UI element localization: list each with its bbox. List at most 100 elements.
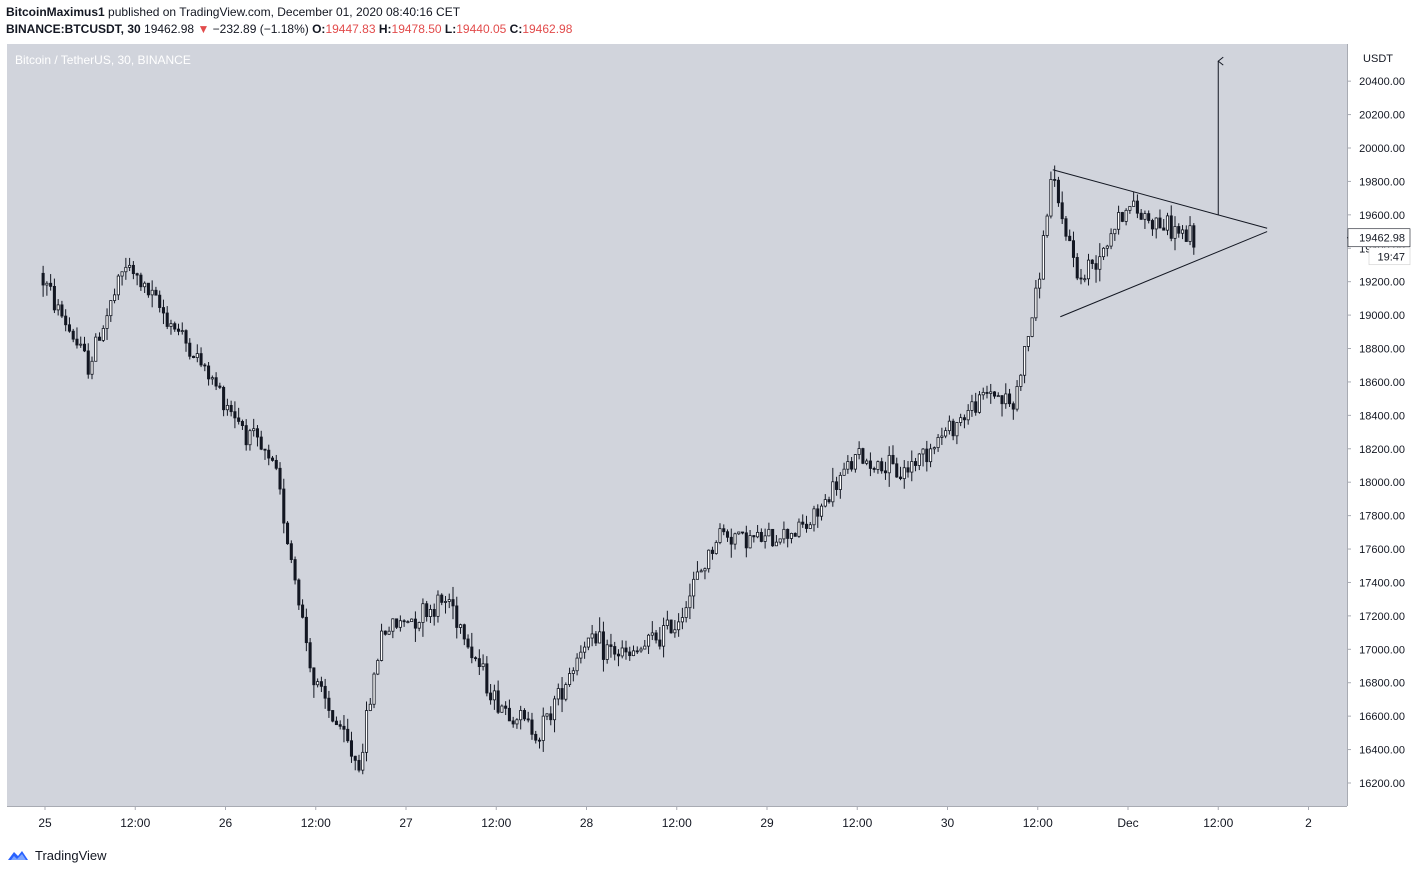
candle-down	[1000, 395, 1004, 405]
candle-up	[782, 528, 786, 540]
candle-up	[556, 688, 560, 700]
candle-down	[850, 461, 854, 470]
candle-up	[500, 705, 504, 713]
candle-up	[79, 343, 83, 346]
candle-down	[628, 651, 632, 657]
candle-down	[1184, 229, 1188, 242]
candle-down	[41, 272, 45, 286]
candle-up	[714, 542, 718, 554]
candle-up	[756, 531, 760, 538]
candle-down	[323, 685, 327, 699]
candle-down	[526, 718, 530, 721]
candle-up	[1004, 393, 1008, 405]
price-tick-label: 17800.00	[1359, 511, 1405, 523]
candle-down	[173, 323, 177, 330]
candle-up	[443, 601, 448, 603]
candle-up	[56, 304, 60, 311]
candle-up	[989, 391, 993, 394]
candle-down	[165, 312, 169, 327]
candle-down	[496, 690, 500, 713]
candle-down	[504, 705, 508, 709]
candle-up	[996, 395, 1000, 398]
price-tick-label: 17600.00	[1359, 544, 1405, 556]
author-name[interactable]: BitcoinMaximus1	[6, 5, 105, 19]
candle-down	[1150, 220, 1154, 230]
candle-down	[297, 579, 301, 606]
candle-up	[372, 673, 376, 705]
candle-down	[455, 605, 459, 628]
candle-up	[887, 454, 891, 474]
candle-down	[131, 264, 135, 275]
price-tick-label: 17000.00	[1359, 644, 1405, 656]
candle-up	[1045, 215, 1049, 236]
candle-down	[327, 697, 331, 711]
candle-down	[1064, 218, 1068, 237]
candle-up	[620, 647, 624, 657]
candle-down	[1135, 200, 1139, 214]
candle-down	[594, 633, 598, 644]
candle-down	[466, 638, 470, 648]
candle-up	[774, 541, 778, 547]
candle-down	[440, 594, 444, 603]
candle-up	[902, 467, 906, 480]
candle-up	[376, 660, 380, 675]
candle-up	[977, 394, 981, 413]
candle-up	[364, 710, 369, 753]
candle-down	[880, 461, 884, 472]
close-label: C:	[509, 22, 523, 36]
candle-down	[308, 642, 312, 669]
candle-up	[797, 521, 801, 537]
candle-up	[1173, 226, 1177, 239]
candle-down	[744, 532, 748, 549]
candle-up	[1030, 317, 1034, 337]
candle-down	[353, 755, 357, 761]
candle-up	[90, 360, 94, 375]
high-label: H:	[378, 22, 392, 36]
candle-down	[985, 391, 989, 394]
candle-down	[188, 342, 192, 357]
price-axis[interactable]	[1347, 44, 1414, 806]
candle-down	[146, 282, 150, 296]
candle-down	[158, 294, 162, 308]
time-tick-label: 26	[219, 816, 233, 830]
candle-up	[541, 715, 545, 741]
candle-down	[992, 391, 997, 397]
candle-down	[1177, 226, 1181, 234]
candle-down	[669, 619, 673, 634]
candle-up	[819, 505, 824, 517]
candle-down	[1075, 257, 1079, 279]
candle-down	[771, 528, 775, 547]
candle-down	[891, 454, 895, 465]
candle-down	[60, 304, 64, 317]
candle-down	[255, 428, 259, 438]
time-tick-label: 12:00	[301, 816, 331, 830]
candle-down	[1090, 259, 1094, 264]
candle-up	[387, 630, 391, 635]
candle-down	[199, 353, 203, 366]
chart-header: BitcoinMaximus1 published on TradingView…	[6, 4, 1406, 42]
price-tick-label: 20400.00	[1359, 76, 1405, 88]
candle-up	[1023, 346, 1027, 376]
candle-up	[876, 461, 880, 470]
candle-down	[425, 603, 429, 617]
candle-up	[210, 377, 214, 380]
candle-down	[1147, 213, 1151, 221]
candle-down	[962, 417, 966, 421]
candle-up	[113, 294, 117, 301]
chart-pane[interactable]	[7, 44, 1347, 806]
price-tick-label: 20200.00	[1359, 110, 1405, 122]
price-tick-label: 20000.00	[1359, 143, 1405, 155]
candle-down	[793, 532, 797, 537]
time-tick-label: 12:00	[1203, 816, 1233, 830]
candle-up	[421, 603, 425, 623]
candle-up	[481, 663, 485, 668]
candle-up	[428, 609, 432, 617]
candle-down	[97, 336, 102, 341]
price-tick-label: 19600.00	[1359, 210, 1405, 222]
candle-up	[180, 330, 184, 332]
footer-brand[interactable]: TradingView	[35, 847, 107, 863]
candle-up	[252, 428, 256, 432]
candle-up	[1038, 278, 1042, 289]
down-arrow-icon: ▼	[197, 22, 210, 36]
price-tick-label: 19200.00	[1359, 277, 1405, 289]
